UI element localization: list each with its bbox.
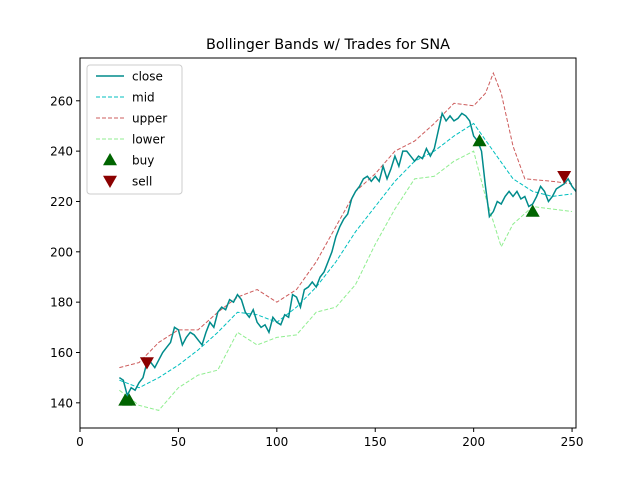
sell-marker <box>139 357 154 370</box>
buy-marker <box>525 204 540 217</box>
series-mid-line <box>119 122 573 389</box>
plot-frame <box>79 57 577 429</box>
x-axis: 0 50 100 150 200 250 <box>76 428 584 449</box>
sell-marker <box>557 171 572 184</box>
series-layer <box>118 71 577 411</box>
series-upper-line <box>119 71 573 369</box>
y-tick-label: 260 <box>50 94 73 108</box>
legend-upper-label: upper <box>132 112 167 126</box>
legend-lower-label: lower <box>132 133 165 147</box>
legend-mid-label: mid <box>132 91 155 105</box>
legend: close mid upper lower buy sell <box>86 64 183 195</box>
y-tick-label: 140 <box>50 396 73 410</box>
y-tick-label: 200 <box>50 245 73 259</box>
buy-marker <box>122 393 137 406</box>
y-tick-label: 240 <box>50 145 73 159</box>
chart-title: Bollinger Bands w/ Trades for SNA <box>206 37 450 53</box>
legend-close-label: close <box>132 70 163 84</box>
legend-sell-swatch <box>103 175 117 188</box>
marker-layer <box>118 134 572 406</box>
x-tick-label: 100 <box>265 435 288 449</box>
y-tick-label: 160 <box>50 346 73 360</box>
x-tick-label: 0 <box>76 435 84 449</box>
x-tick-label: 250 <box>561 435 584 449</box>
y-tick-label: 220 <box>50 195 73 209</box>
y-tick-label: 180 <box>50 296 73 310</box>
y-axis: 140 160 180 200 220 240 260 <box>50 94 80 410</box>
x-tick-label: 150 <box>364 435 387 449</box>
buy-marker <box>472 134 487 147</box>
series-close-line <box>118 111 577 398</box>
series-lower-line <box>119 150 573 411</box>
legend-buy-swatch <box>103 153 117 166</box>
legend-buy-label: buy <box>132 154 154 168</box>
x-tick-label: 200 <box>462 435 485 449</box>
legend-sell-label: sell <box>132 175 152 189</box>
x-tick-label: 50 <box>171 435 186 449</box>
